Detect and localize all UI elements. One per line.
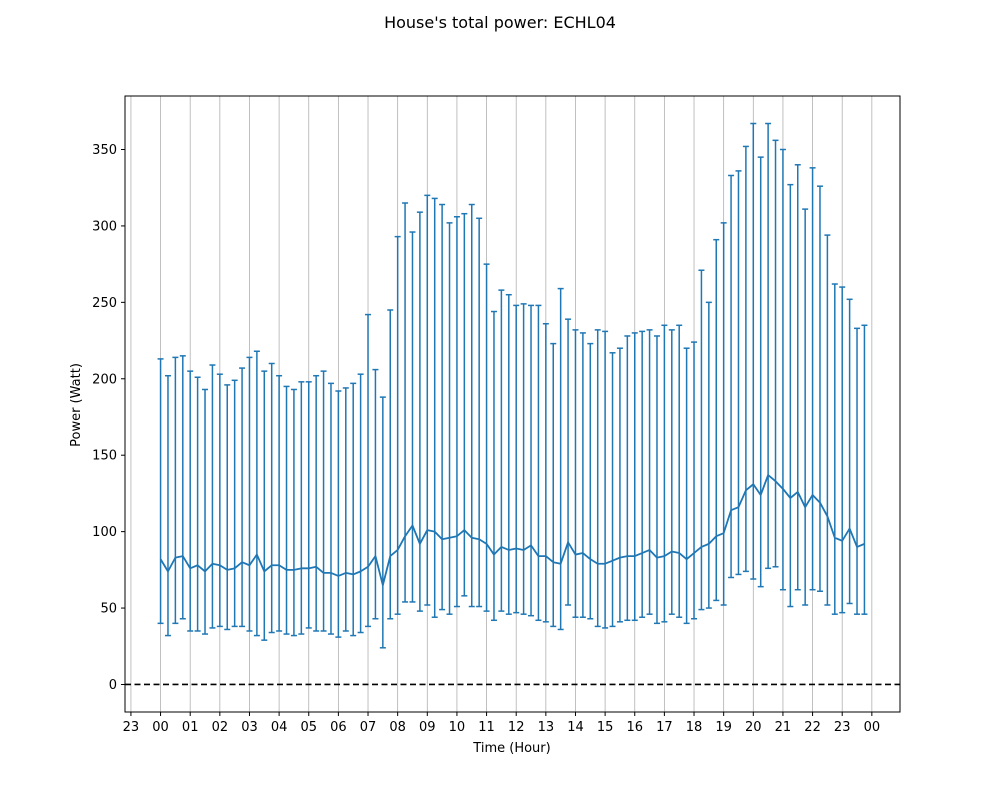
x-tick-label: 12 [508, 720, 525, 735]
x-tick-label: 00 [152, 720, 169, 735]
x-tick-label: 01 [182, 720, 199, 735]
y-tick-label: 250 [92, 296, 117, 311]
x-tick-label: 19 [715, 720, 732, 735]
x-tick-label: 23 [123, 720, 140, 735]
x-tick-label: 02 [212, 720, 229, 735]
x-tick-label: 23 [834, 720, 851, 735]
x-tick-label: 05 [300, 720, 317, 735]
plot-area-frame [124, 95, 901, 713]
x-tick-label: 16 [626, 720, 643, 735]
mean-series [159, 474, 865, 587]
x-tick-label: 06 [330, 720, 347, 735]
x-tick-label: 08 [389, 720, 406, 735]
y-tick-label: 350 [92, 143, 117, 158]
x-tick-label: 17 [656, 720, 673, 735]
x-tick-label: 09 [419, 720, 436, 735]
error-bars [157, 122, 868, 649]
y-axis-ticks: 0 50 100 150 200 250 300 350 [92, 143, 125, 693]
x-tick-label: 21 [775, 720, 792, 735]
x-tick-label: 11 [478, 720, 495, 735]
x-tick-label: 13 [538, 720, 555, 735]
x-tick-label: 04 [271, 720, 288, 735]
y-tick-label: 150 [92, 449, 117, 464]
mean-power-line [159, 474, 865, 587]
x-tick-label: 15 [597, 720, 614, 735]
chart-title: House's total power: ECHL04 [384, 13, 616, 32]
x-axis-label: Time (Hour) [472, 741, 550, 756]
x-tick-label: 20 [745, 720, 762, 735]
y-tick-label: 0 [109, 678, 117, 693]
x-tick-label: 07 [360, 720, 377, 735]
x-tick-label: 10 [449, 720, 466, 735]
x-tick-label: 03 [241, 720, 258, 735]
y-tick-label: 100 [92, 525, 117, 540]
x-tick-label: 22 [804, 720, 821, 735]
y-tick-label: 200 [92, 372, 117, 387]
y-tick-label: 300 [92, 219, 117, 234]
x-tick-label: 14 [567, 720, 584, 735]
x-tick-label: 18 [686, 720, 703, 735]
y-tick-label: 50 [100, 602, 117, 617]
x-axis-ticks: 23 00 01 02 03 04 05 06 07 08 09 10 11 12 13 14 15 16 17 18… [123, 712, 880, 735]
x-tick-label: 00 [864, 720, 881, 735]
y-axis-label: Power (Watt) [69, 363, 84, 447]
